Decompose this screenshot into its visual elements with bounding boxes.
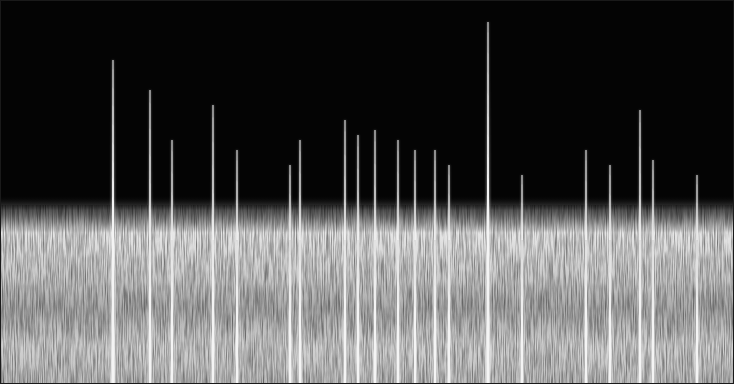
spike — [696, 175, 698, 384]
spike-glow — [110, 60, 116, 384]
spike-glow — [695, 175, 700, 384]
spike — [289, 165, 291, 384]
spike — [171, 140, 173, 384]
spike-glow — [235, 150, 240, 384]
spike — [344, 120, 346, 384]
spike — [374, 130, 376, 384]
spike-glow — [148, 90, 153, 384]
spike-glow — [433, 150, 438, 384]
root — [0, 0, 734, 384]
spike-glow — [298, 140, 303, 384]
spike-glow — [584, 150, 589, 384]
spike — [414, 150, 416, 384]
spike-glow — [288, 165, 293, 384]
spike-glow — [343, 120, 348, 384]
spike — [149, 90, 151, 384]
spike — [585, 150, 587, 384]
spike — [236, 150, 238, 384]
background — [0, 0, 734, 384]
spike — [652, 160, 654, 384]
spike-glow — [373, 130, 378, 384]
spike — [299, 140, 301, 384]
spike — [486, 22, 489, 384]
frame — [1, 1, 734, 384]
spike-glow — [447, 165, 452, 384]
spike — [609, 165, 611, 384]
spike-glow — [638, 110, 643, 384]
spike-glow — [520, 175, 525, 384]
spike — [434, 150, 436, 384]
spike-glow — [608, 165, 613, 384]
spike-glow — [651, 160, 656, 384]
spike — [357, 135, 359, 384]
chart — [0, 0, 734, 384]
spike-glow — [485, 22, 491, 384]
spike-glow — [211, 105, 216, 384]
spikes — [110, 22, 700, 384]
spike — [111, 60, 114, 384]
spike — [521, 175, 523, 384]
spike-glow — [170, 140, 175, 384]
spike-glow — [356, 135, 361, 384]
spike-glow — [396, 140, 401, 384]
spike — [448, 165, 450, 384]
spike — [397, 140, 399, 384]
spike-glow — [413, 150, 418, 384]
spike — [212, 105, 214, 384]
spike — [639, 110, 641, 384]
